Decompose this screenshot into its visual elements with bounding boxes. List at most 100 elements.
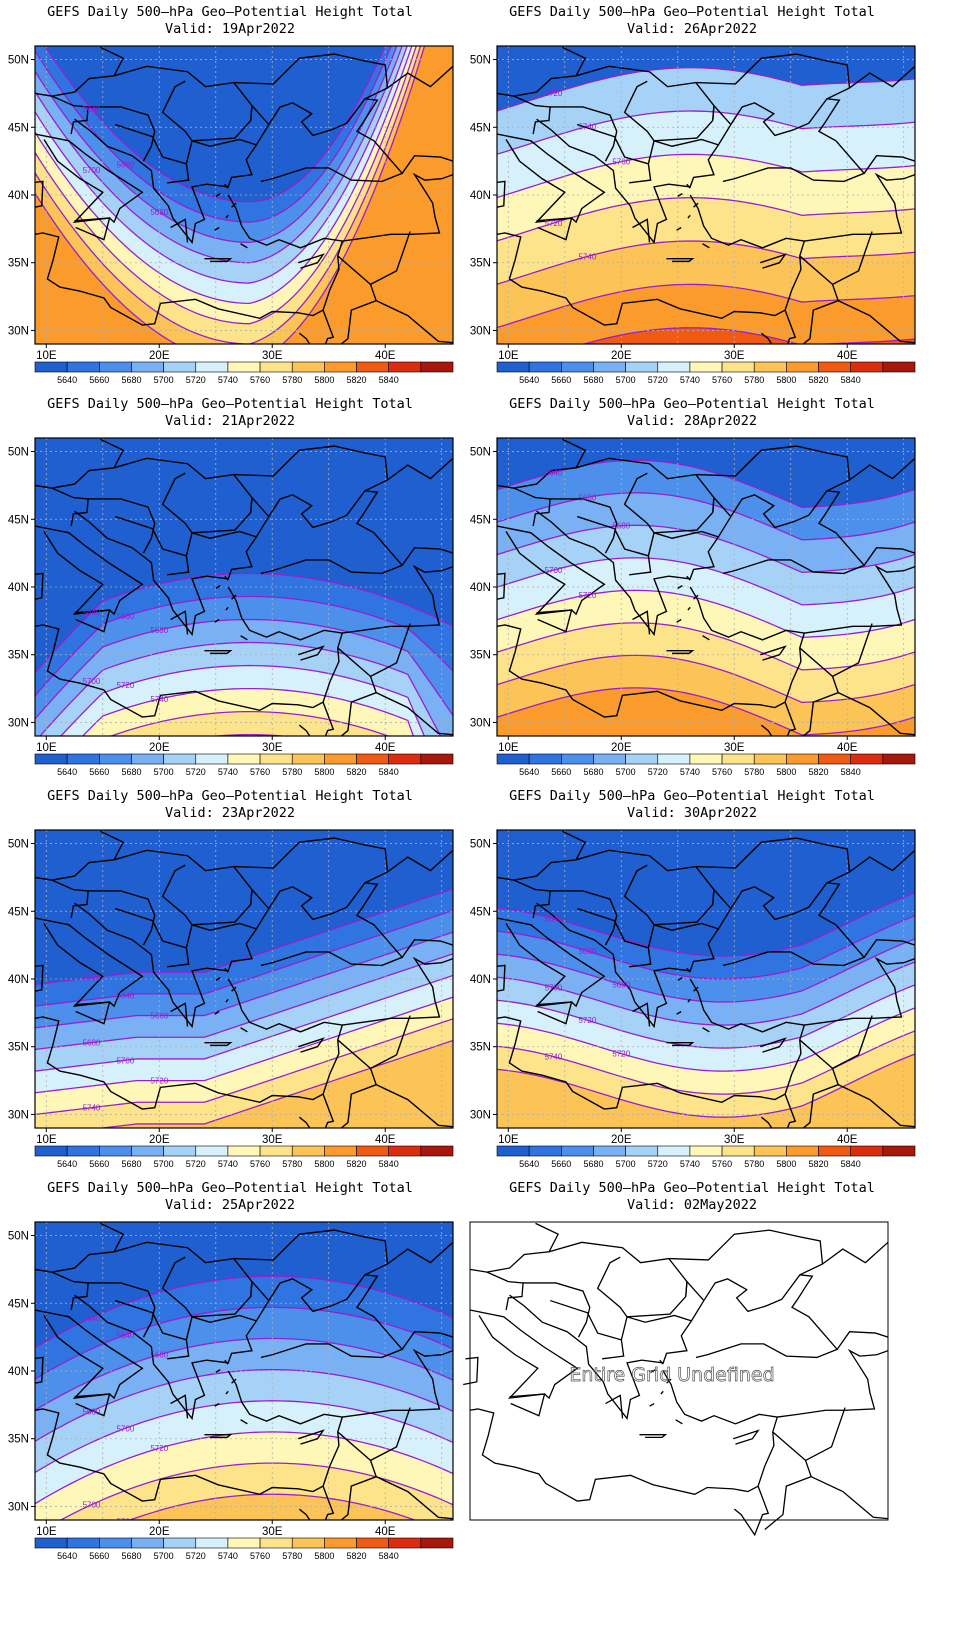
contour-label: 5640 (83, 1314, 101, 1323)
colorbar-swatch (882, 753, 916, 765)
colorbar-swatch (496, 1145, 530, 1157)
contour-label: 5760 (83, 1563, 101, 1572)
y-tick-label: 50N (8, 447, 29, 459)
colorbar-label: 5820 (347, 767, 367, 777)
colorbar-swatch (227, 753, 261, 765)
y-tick-label: 30N (470, 325, 491, 337)
colorbar-label: 5800 (314, 1551, 334, 1561)
colorbar-swatch (420, 361, 454, 373)
height-band (102, 1040, 453, 1128)
colorbar-swatch (324, 1145, 357, 1157)
contour-line (60, 664, 425, 736)
colorbar-swatch (625, 1145, 659, 1157)
colorbar: 5640 5660 5680 5700 5720 5740 5760 5780 5800 5820… (496, 361, 916, 385)
colorbar-swatch (388, 361, 422, 373)
colorbar-swatch (34, 1537, 68, 1549)
panel-title-line: GEFS Daily 500–hPa Geo–Potential Height … (509, 396, 875, 412)
contour-label: 5640 (83, 105, 101, 114)
colorbar-swatch (356, 1537, 389, 1549)
contour-label: 5660 (150, 1351, 168, 1360)
contour-line (497, 961, 915, 1026)
contour-label: 5680 (83, 1039, 101, 1048)
country-borders (497, 830, 915, 1128)
y-tick-label: 35N (8, 1042, 29, 1054)
colorbar-label: 5700 (154, 1159, 174, 1169)
colorbar-swatch (324, 1537, 357, 1549)
colorbar-swatch (528, 1145, 562, 1157)
contour-line (35, 46, 403, 264)
contour-line (35, 46, 413, 305)
panel-title-line: GEFS Daily 500–hPa Geo–Potential Height … (509, 788, 875, 804)
panel-title-line: GEFS Daily 500–hPa Geo–Potential Height … (47, 788, 413, 804)
colorbar-label: 5740 (218, 767, 238, 777)
colorbar-swatch (291, 361, 325, 373)
x-tick-label: 30E (724, 1134, 745, 1146)
contour-line (35, 1275, 453, 1349)
colorbar-label: 5660 (89, 767, 109, 777)
y-tick-label: 30N (8, 717, 29, 729)
colorbar-label: 5680 (583, 1159, 603, 1169)
contour-line (497, 654, 915, 704)
contour-label: 5660 (116, 161, 134, 170)
colorbar-label: 5820 (809, 1159, 829, 1169)
colorbar-label: 5700 (154, 1551, 174, 1561)
x-tick-label: 10E (36, 742, 57, 754)
colorbar-swatch (753, 753, 787, 765)
contour-line (497, 984, 915, 1049)
colorbar-label: 5680 (121, 1159, 141, 1169)
contour-line (35, 1018, 453, 1116)
contour-line (497, 938, 915, 1003)
panel-valid-date: Valid: 26Apr2022 (626, 21, 758, 37)
colorbar-swatch (786, 1145, 819, 1157)
colorbar-swatch (227, 1537, 261, 1549)
colorbar-label: 5720 (186, 1159, 206, 1169)
colorbar-swatch (657, 1145, 691, 1157)
colorbar-swatch (496, 361, 530, 373)
panel-title-line: GEFS Daily 500–hPa Geo–Potential Height … (509, 1180, 875, 1196)
colorbar-label: 5700 (616, 767, 636, 777)
colorbar-label: 5700 (616, 1159, 636, 1169)
contour-label: 5720 (116, 1518, 134, 1527)
colorbar-swatch (227, 361, 261, 373)
contour-line (497, 687, 915, 736)
colorbar-label: 5680 (583, 767, 603, 777)
colorbar-label: 5780 (744, 1159, 764, 1169)
colorbar-label: 5640 (57, 1551, 77, 1561)
colorbar-swatch (195, 753, 229, 765)
colorbar-label: 5840 (379, 375, 399, 385)
colorbar-label: 5680 (121, 767, 141, 777)
colorbar-label: 5820 (347, 375, 367, 385)
colorbar-swatch (388, 753, 422, 765)
y-tick-label: 35N (470, 650, 491, 662)
x-tick-label: 40E (375, 350, 396, 362)
contour-line (35, 46, 426, 344)
colorbar: 5640 5660 5680 5700 5720 5740 5760 5780 5800 5820… (496, 1145, 916, 1169)
colorbar-label: 5760 (250, 767, 270, 777)
contour-line (35, 595, 453, 697)
height-band (584, 327, 915, 344)
colorbar-swatch (291, 753, 325, 765)
x-tick-label: 10E (498, 350, 519, 362)
colorbar-label: 5740 (218, 375, 238, 385)
colorbar-label: 5780 (744, 375, 764, 385)
y-tick-label: 30N (470, 717, 491, 729)
map-panel-7: GEFS Daily 500–hPa Geo–Potential Height … (0, 1176, 460, 1576)
map-panel-3: GEFS Daily 500–hPa Geo–Potential Height … (0, 392, 460, 792)
contour-label: 5640 (545, 914, 563, 923)
x-tick-label: 20E (149, 742, 170, 754)
colorbar-label: 5800 (314, 767, 334, 777)
colorbar-label: 5800 (314, 375, 334, 385)
contour-line (497, 67, 915, 112)
colorbar-swatch (420, 1145, 454, 1157)
colorbar-label: 5760 (712, 767, 732, 777)
colorbar-label: 5640 (57, 375, 77, 385)
y-tick-label: 35N (8, 650, 29, 662)
colorbar-label: 5640 (57, 767, 77, 777)
contour-label: 5680 (150, 626, 168, 635)
colorbar-swatch (356, 361, 389, 373)
contour-line (35, 996, 453, 1094)
colorbar-swatch (786, 753, 819, 765)
contour-label: 5700 (545, 983, 563, 992)
colorbar-swatch (356, 753, 389, 765)
colorbar-label: 5720 (648, 767, 668, 777)
